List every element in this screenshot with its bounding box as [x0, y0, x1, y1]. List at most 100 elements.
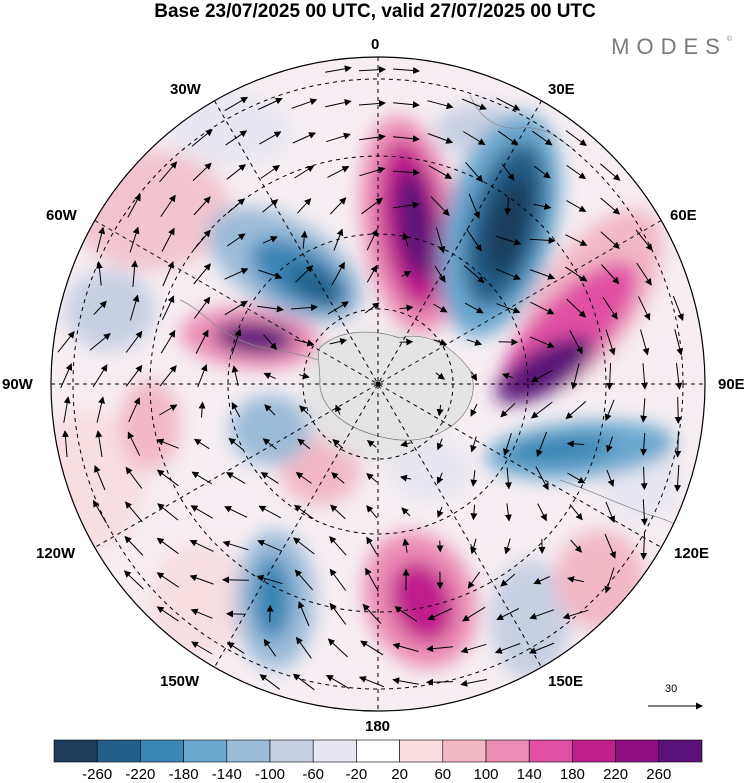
wind-arrow	[263, 372, 276, 380]
wind-arrow	[402, 538, 410, 553]
wind-arrow	[460, 643, 487, 654]
wind-arrow	[463, 131, 486, 146]
wind-arrow	[333, 228, 344, 251]
colorbar-swatch	[615, 739, 660, 763]
meridians	[51, 57, 705, 711]
wind-arrow	[364, 302, 380, 314]
wind-arrow	[462, 606, 486, 622]
wind-arrow	[402, 232, 410, 247]
wind-vectors	[57, 65, 684, 691]
wind-arrow	[501, 163, 515, 181]
wind-arrow	[365, 567, 379, 592]
wind-arrow	[299, 372, 310, 380]
wind-arrow	[496, 303, 521, 314]
wind-arrow	[604, 567, 615, 594]
wind-arrow	[533, 165, 551, 179]
colorbar	[53, 739, 703, 763]
wind-arrow	[294, 569, 313, 591]
wind-arrow	[259, 131, 282, 145]
wind-arrow	[224, 268, 249, 280]
antarctica-outline	[317, 331, 474, 441]
wind-arrow	[193, 196, 211, 216]
south-pole-marker	[375, 381, 381, 387]
lon-label-120e: 120E	[674, 545, 710, 562]
wind-arrow	[470, 436, 477, 453]
wind-arrow	[258, 505, 281, 519]
wind-arrow	[124, 501, 143, 523]
wind-arrow	[292, 673, 315, 691]
wind-arrow	[535, 466, 549, 491]
colorbar-tick-label: -20	[345, 766, 368, 783]
wind-arrow	[296, 636, 312, 659]
wind-arrow	[94, 465, 106, 491]
wind-arrow	[193, 296, 211, 319]
wind-arrow	[331, 472, 345, 484]
wind-arrow	[606, 469, 615, 488]
wind-arrow	[227, 198, 246, 214]
wind-arrow	[329, 602, 347, 625]
wind-arrow	[325, 674, 350, 690]
wind-arrow	[640, 532, 648, 560]
wind-arrow	[256, 574, 283, 585]
wind-arrow	[231, 328, 242, 355]
wind-arrow	[294, 165, 315, 179]
colorbar-tick-label: 180	[559, 766, 585, 783]
wind-arrow	[496, 97, 521, 111]
wind-arrow	[257, 305, 284, 313]
wind-arrow	[566, 200, 587, 212]
wind-arrow	[292, 132, 317, 144]
wind-arrow	[675, 363, 683, 390]
wind-arrow	[125, 364, 143, 387]
wind-arrow	[159, 365, 177, 387]
colorbar-tick-label: 20	[391, 766, 408, 783]
wind-arrow	[566, 164, 587, 180]
wind-arrow	[92, 364, 108, 388]
wind-arrow	[605, 501, 616, 524]
colorbar-swatch	[442, 739, 487, 763]
colorbar-swatch	[269, 739, 314, 763]
wind-arrow	[529, 269, 556, 280]
wind-arrow	[530, 369, 553, 383]
wind-arrow	[195, 329, 209, 354]
wind-arrow	[159, 404, 178, 416]
lon-label-30w: 30W	[170, 81, 201, 98]
colorbar-swatch	[183, 739, 228, 763]
wind-arrow	[263, 334, 278, 351]
wind-arrow	[262, 236, 278, 244]
wind-arrow	[260, 472, 279, 484]
wind-arrow	[569, 504, 583, 521]
wind-arrow	[156, 469, 179, 487]
wind-arrow	[129, 294, 140, 321]
wind-arrow	[635, 229, 653, 251]
lon-label-0: 0	[371, 36, 380, 53]
wind-arrow	[433, 338, 448, 346]
wind-arrow	[327, 301, 349, 315]
wind-arrow	[358, 99, 386, 107]
wind-arrow	[640, 433, 648, 456]
wind-arrow	[231, 365, 239, 386]
wind-arrow	[366, 473, 378, 483]
colorbar-tick-label: 220	[603, 766, 629, 783]
wind-arrow	[226, 233, 246, 247]
colorbar-tick-label: -100	[254, 766, 286, 783]
lon-label-120w: 120W	[36, 545, 76, 562]
wind-arrow	[393, 101, 420, 109]
lon-label-90w: 90W	[2, 376, 33, 393]
wind-arrow	[605, 329, 616, 356]
wind-arrow	[329, 197, 347, 215]
wind-arrow	[95, 261, 103, 286]
wind-arrow	[299, 405, 309, 415]
wind-arrow	[533, 203, 552, 210]
wind-arrow	[60, 363, 73, 389]
wind-arrow	[427, 608, 453, 621]
wind-arrow	[329, 504, 346, 520]
wind-arrow	[156, 572, 179, 588]
wind-arrow	[436, 472, 444, 485]
wind-arrow	[567, 576, 585, 583]
wind-arrow	[532, 130, 553, 146]
wind-arrow	[503, 432, 512, 456]
wind-arrow	[392, 168, 420, 176]
wind-arrow	[193, 229, 211, 250]
wind-arrow	[600, 231, 620, 249]
wind-arrow	[325, 132, 351, 143]
